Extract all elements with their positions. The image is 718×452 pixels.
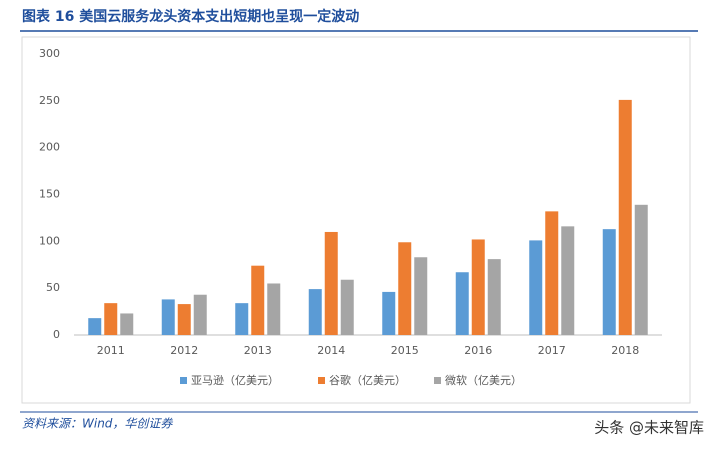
- bar: [618, 99, 632, 335]
- bar: [561, 226, 575, 335]
- chart-frame: [21, 36, 691, 404]
- y-tick-label: 250: [39, 94, 60, 107]
- bar: [340, 279, 354, 335]
- bar: [398, 242, 412, 335]
- bar: [382, 291, 396, 335]
- bar: [545, 211, 559, 335]
- y-tick-label: 100: [39, 234, 60, 247]
- legend-label: 亚马逊（亿美元）: [191, 374, 279, 387]
- bar: [161, 299, 175, 335]
- x-tick-label: 2018: [611, 344, 639, 357]
- x-tick-label: 2015: [391, 344, 419, 357]
- x-tick-label: 2013: [244, 344, 272, 357]
- bar: [602, 229, 616, 335]
- bar: [487, 259, 501, 335]
- bar: [177, 304, 191, 335]
- bar: [308, 289, 322, 335]
- bar: [471, 239, 485, 335]
- x-tick-label: 2014: [317, 344, 345, 357]
- y-tick-label: 200: [39, 141, 60, 154]
- source: 资料来源：Wind，华创证券: [22, 417, 173, 431]
- bar: [193, 294, 207, 335]
- x-tick-label: 2012: [170, 344, 198, 357]
- bar: [120, 313, 134, 335]
- chart-title: 图表 16 美国云服务龙头资本支出短期也呈现一定波动: [22, 8, 359, 25]
- legend-label: 微软（亿美元）: [445, 373, 522, 387]
- bar: [251, 265, 265, 335]
- bar: [324, 231, 338, 335]
- y-tick-label: 50: [46, 281, 60, 294]
- x-tick-label: 2016: [464, 344, 492, 357]
- y-tick-label: 0: [53, 328, 60, 341]
- bar: [267, 283, 281, 335]
- y-tick-label: 300: [39, 47, 60, 60]
- legend-swatch: [434, 377, 441, 384]
- legend-swatch: [180, 377, 187, 384]
- bar: [104, 303, 118, 335]
- y-tick-label: 150: [39, 188, 60, 201]
- bar: [414, 257, 428, 335]
- watermark: 头条 @未来智库: [594, 419, 704, 437]
- bar: [235, 303, 249, 335]
- x-tick-label: 2011: [97, 344, 125, 357]
- bar: [455, 272, 469, 335]
- legend-label: 谷歌（亿美元）: [329, 373, 406, 387]
- bar: [88, 318, 102, 335]
- x-tick-label: 2017: [538, 344, 566, 357]
- bar: [529, 240, 543, 335]
- bar: [634, 204, 648, 335]
- legend-swatch: [318, 377, 325, 384]
